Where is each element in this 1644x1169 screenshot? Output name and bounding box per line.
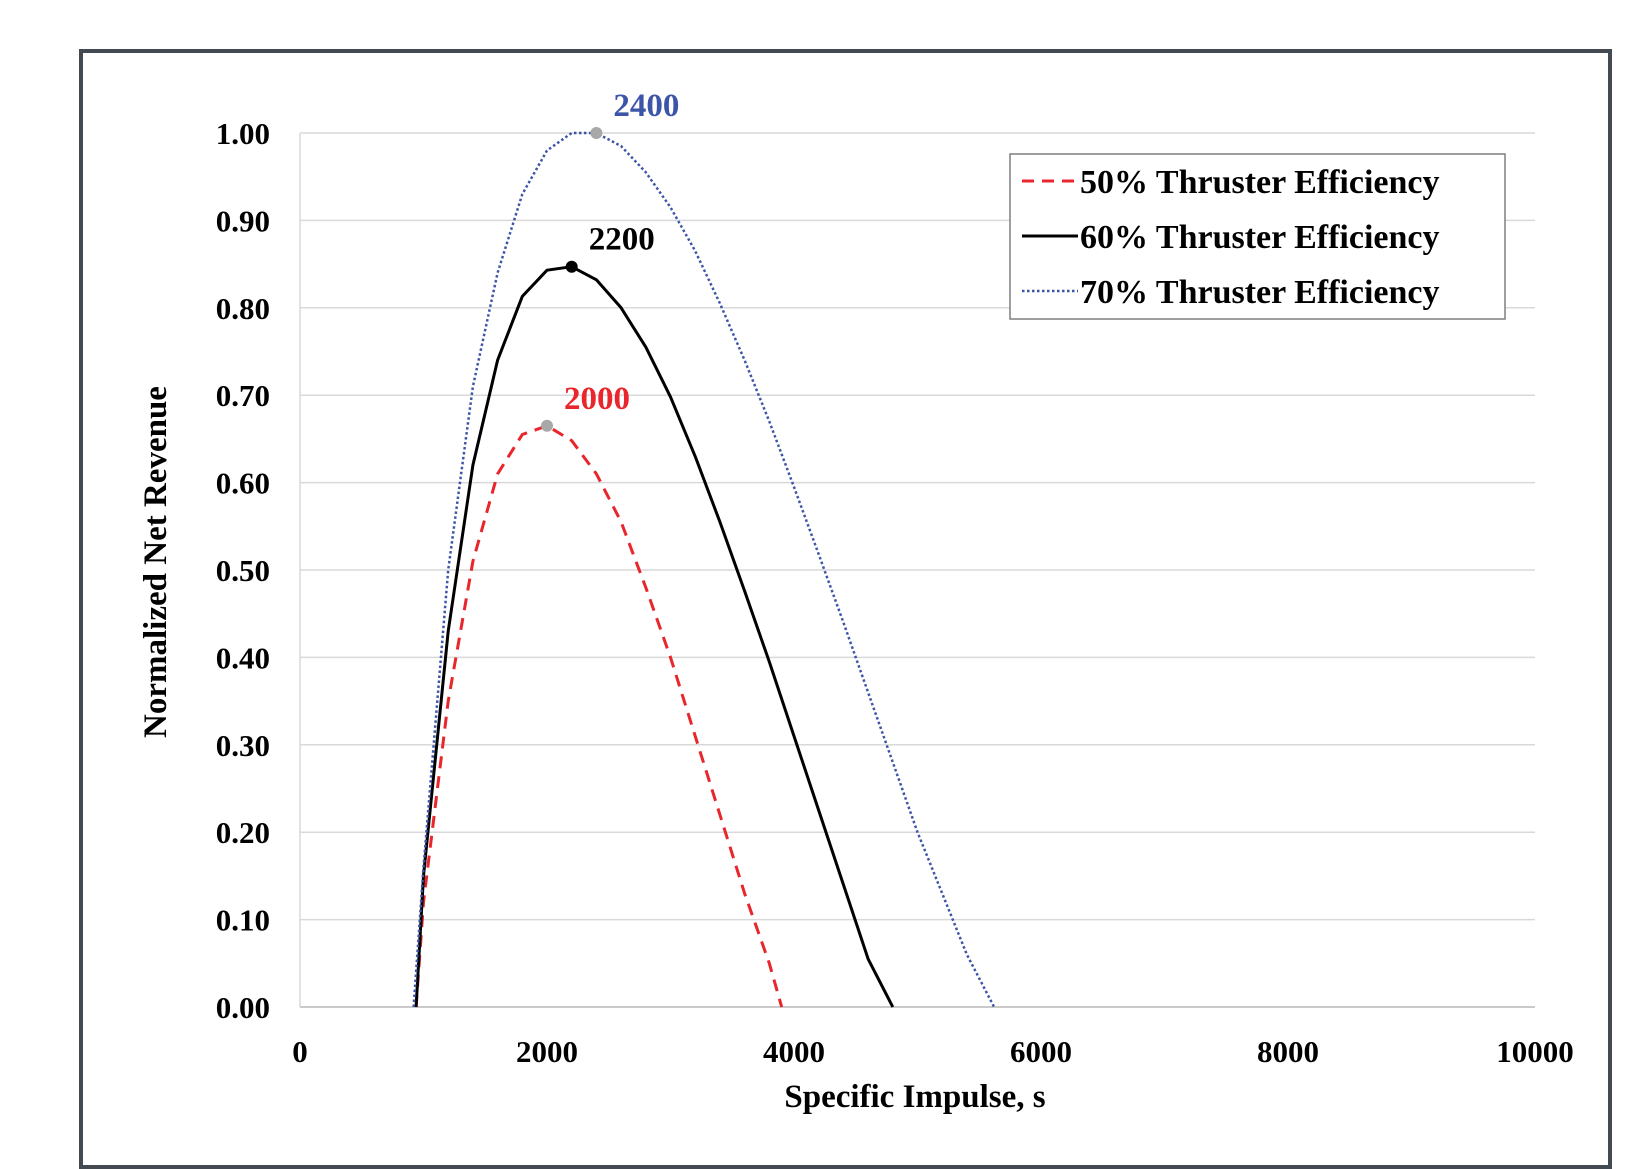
y-tick-label: 0.30 xyxy=(216,728,270,763)
peak-label-2: 2200 xyxy=(589,222,655,258)
y-tick-label: 0.40 xyxy=(216,640,270,675)
x-tick-label: 8000 xyxy=(1257,1034,1319,1069)
legend-box xyxy=(1009,153,1506,320)
y-tick-label: 0.60 xyxy=(216,466,270,501)
y-tick-label: 0.10 xyxy=(216,903,270,938)
y-tick-label: 0.90 xyxy=(216,203,270,238)
y-tick-label: 0.80 xyxy=(216,291,270,326)
series-line-2 xyxy=(414,265,895,1008)
y-tick-label: 0.70 xyxy=(216,378,270,413)
legend: 50% Thruster Efficiency 60% Thruster Effi… xyxy=(1009,153,1506,320)
x-tick-label: 2000 xyxy=(516,1034,578,1069)
peak-annotations: 2000 2200 2400 xyxy=(541,88,679,432)
x-tick-label: 6000 xyxy=(1010,1034,1072,1069)
y-tick-label: 0.00 xyxy=(216,990,270,1025)
peak-marker-2 xyxy=(565,260,578,273)
series-line-1 xyxy=(414,424,784,1008)
y-tick-label: 0.20 xyxy=(216,815,270,850)
peak-label-3: 2400 xyxy=(613,88,679,124)
y-tick-label: 0.50 xyxy=(216,553,270,588)
peak-label-1: 2000 xyxy=(564,381,630,417)
legend-label-1: 50% Thruster Efficiency xyxy=(1080,164,1440,201)
x-tick-label: 10000 xyxy=(1496,1034,1574,1069)
x-tick-label: 4000 xyxy=(763,1034,825,1069)
legend-label-2: 60% Thruster Efficiency xyxy=(1080,219,1440,256)
legend-label-3: 70% Thruster Efficiency xyxy=(1080,274,1440,311)
peak-marker-1 xyxy=(541,419,553,432)
axes: 0.00 0.10 0.20 0.30 0.40 0.50 0.60 0.70 0.80 0.90… xyxy=(216,116,1574,1069)
y-tick-label: 1.00 xyxy=(216,116,270,151)
y-axis-label: Normalized Net Revenue xyxy=(138,386,174,738)
x-axis-label: Specific Impulse, s xyxy=(784,1079,1045,1115)
series-lines xyxy=(412,131,996,1008)
x-tick-label: 0 xyxy=(292,1034,308,1069)
line-chart: 0.00 0.10 0.20 0.30 0.40 0.50 0.60 0.70 0.80 0.90… xyxy=(138,88,1574,1115)
peak-marker-3 xyxy=(590,127,603,139)
